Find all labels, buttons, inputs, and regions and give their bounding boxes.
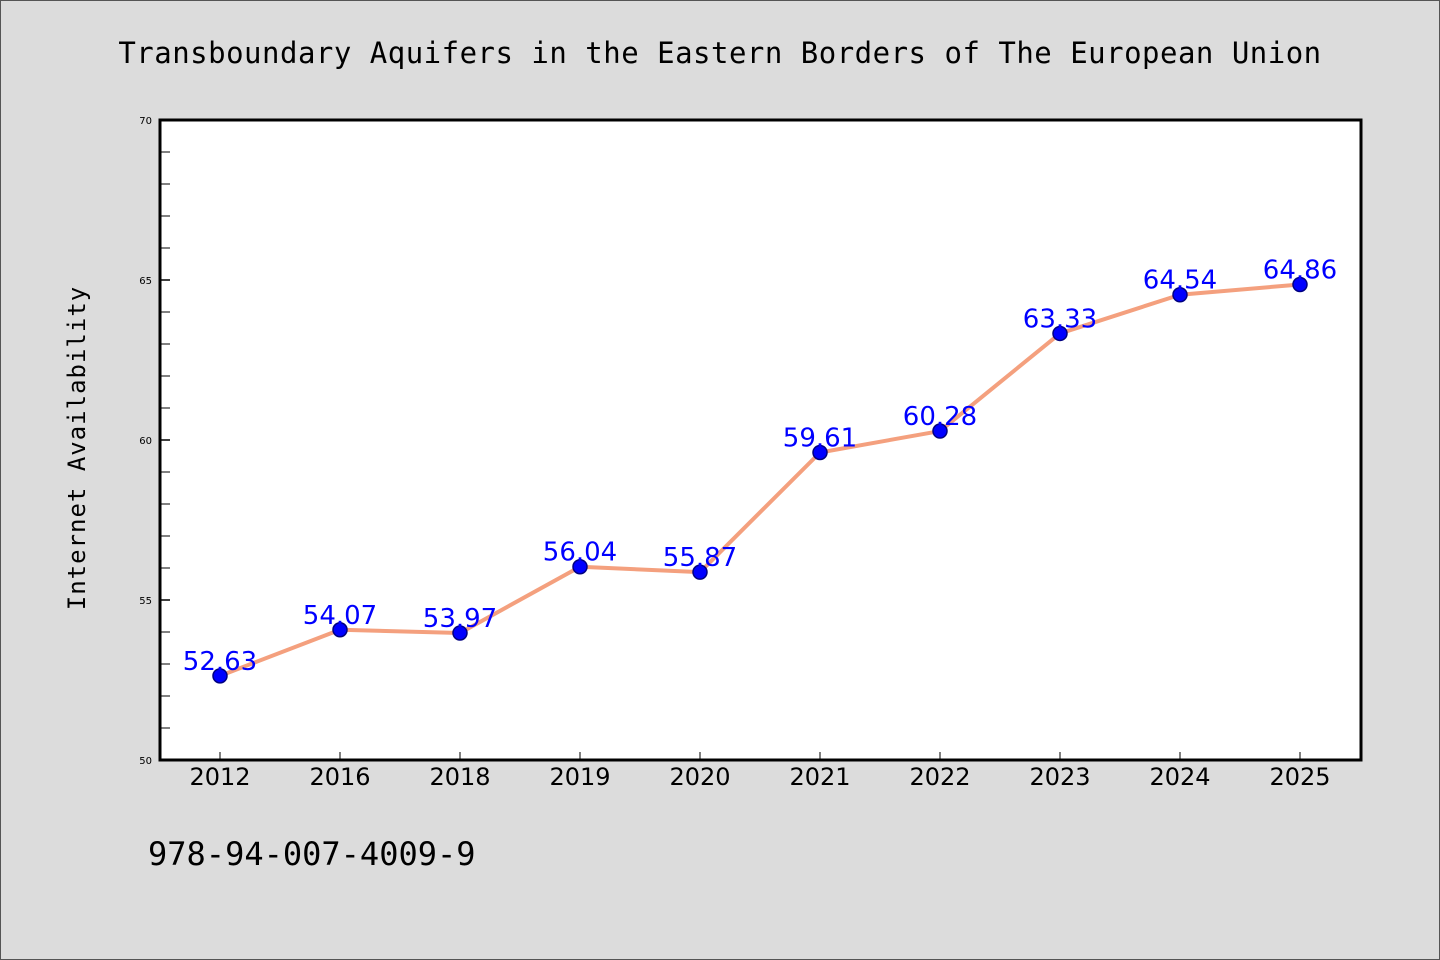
x-tick-label: 2016: [309, 763, 370, 791]
data-point: [692, 564, 708, 580]
data-label: 52.63: [183, 647, 257, 677]
data-point: [1172, 286, 1188, 303]
data-point: [1052, 325, 1068, 342]
y-tick-label: 50: [139, 756, 152, 767]
data-labels: 52.63 54.07 53.97 56.04 55.87 59.61 60.28 63.33…: [183, 255, 1337, 676]
data-point: [932, 423, 948, 439]
data-point: [332, 622, 348, 638]
x-tick-label: 2012: [189, 763, 250, 791]
x-axis-ticks: 2012 2016 2018 2019 2020 2021 2022 2023 2024 2025: [189, 752, 1331, 791]
x-tick-label: 2021: [789, 763, 850, 791]
chart-title: Transboundary Aquifers in the Eastern Bo…: [118, 36, 1321, 70]
data-point: [812, 444, 828, 461]
x-tick-label: 2019: [549, 763, 610, 791]
x-tick-label: 2025: [1269, 763, 1330, 791]
x-tick-label: 2024: [1149, 763, 1210, 791]
data-label: 64.54: [1143, 266, 1217, 296]
y-tick-label: 70: [139, 116, 152, 127]
y-tick-label: 65: [139, 276, 152, 287]
y-tick-label: 60: [139, 436, 152, 447]
data-label: 60.28: [903, 402, 977, 432]
data-label: 59.61: [783, 423, 857, 453]
x-tick-label: 2020: [669, 763, 730, 791]
data-label: 64.86: [1263, 255, 1337, 285]
data-point: [212, 668, 228, 684]
data-point: [572, 558, 588, 575]
x-tick-label: 2018: [429, 763, 490, 791]
data-label: 63.33: [1023, 304, 1097, 334]
data-point: [452, 625, 468, 641]
x-tick-label: 2023: [1029, 763, 1090, 791]
data-label: 54.07: [303, 601, 377, 631]
x-tick-label: 2022: [909, 763, 970, 791]
data-points: [212, 276, 1308, 684]
y-axis-label: Internet Availability: [63, 286, 91, 610]
plot-area: [158, 118, 1363, 762]
data-label: 56.04: [543, 538, 617, 568]
data-label: 55.87: [663, 543, 737, 573]
series-line: [218, 282, 1302, 678]
data-label: 53.97: [423, 604, 497, 634]
y-tick-label: 55: [139, 596, 152, 607]
data-point: [1292, 276, 1308, 293]
footer-code: 978-94-007-4009-9: [148, 835, 476, 873]
y-axis-ticks: 50 55 60 65 70: [139, 116, 170, 767]
